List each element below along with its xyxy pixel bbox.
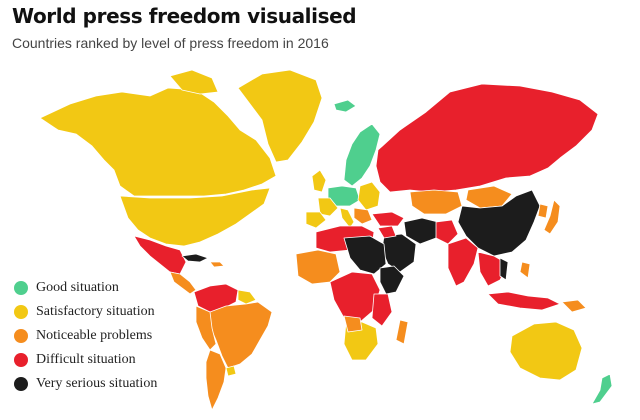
legend-item-good: Good situation: [14, 276, 157, 300]
region-balkans: [353, 207, 373, 225]
region-philippines: [519, 261, 531, 279]
legend-item-very-serious: Very serious situation: [14, 372, 157, 396]
region-madagascar: [395, 319, 409, 345]
region-guianas: [237, 289, 257, 305]
legend-label: Very serious situation: [36, 376, 158, 391]
region-caribbean: [209, 261, 225, 268]
region-vietnam: [499, 257, 509, 281]
region-west-africa: [295, 249, 341, 285]
region-pakistan-afghanistan: [435, 219, 459, 245]
region-central-america: [169, 271, 197, 295]
legend-label: Difficult situation: [36, 352, 136, 367]
region-arabia: [381, 233, 417, 273]
region-india: [447, 237, 479, 287]
region-arctic-islands: [169, 69, 219, 95]
region-iceland: [333, 99, 357, 113]
region-uk-ireland: [311, 169, 327, 193]
legend-label: Satisfactory situation: [36, 304, 155, 319]
legend-item-noticeable: Noticeable problems: [14, 324, 157, 348]
region-russia: [375, 83, 599, 193]
region-uruguay: [225, 365, 237, 377]
region-iberia: [305, 211, 327, 229]
region-levant: [377, 225, 397, 239]
region-scandinavia: [343, 123, 381, 187]
region-italy: [339, 207, 355, 229]
region-papua: [561, 299, 587, 313]
region-brazil: [209, 301, 273, 369]
region-eastern-europe: [357, 181, 381, 211]
page-subtitle: Countries ranked by level of press freed…: [12, 35, 329, 51]
region-france: [317, 197, 339, 217]
page-title: World press freedom visualised: [12, 4, 357, 28]
legend-swatch-good: [14, 281, 28, 295]
legend: Good situation Satisfactory situation No…: [14, 276, 157, 396]
legend-swatch-difficult: [14, 353, 28, 367]
region-northern-south-america: [193, 283, 239, 313]
region-canada-alaska: [39, 87, 277, 197]
region-korea: [537, 203, 549, 219]
legend-item-satisfactory: Satisfactory situation: [14, 300, 157, 324]
region-horn-of-africa: [379, 265, 405, 295]
region-japan: [543, 199, 561, 235]
legend-swatch-satisfactory: [14, 305, 28, 319]
region-australia: [509, 321, 583, 381]
legend-item-difficult: Difficult situation: [14, 348, 157, 372]
region-andes: [195, 305, 217, 351]
region-usa: [119, 187, 271, 247]
region-china: [457, 189, 541, 257]
region-angola-zambia: [343, 315, 363, 333]
region-central-asia: [409, 189, 463, 215]
legend-label: Good situation: [36, 280, 119, 295]
region-turkey: [371, 211, 405, 227]
region-cuba: [181, 253, 209, 263]
region-southern-cone: [205, 349, 227, 411]
region-indonesia: [487, 291, 561, 311]
legend-label: Noticeable problems: [36, 328, 153, 343]
legend-swatch-noticeable: [14, 329, 28, 343]
region-new-zealand: [591, 373, 613, 405]
region-east-africa: [371, 293, 393, 327]
region-greenland: [237, 69, 323, 163]
legend-swatch-very-serious: [14, 377, 28, 391]
